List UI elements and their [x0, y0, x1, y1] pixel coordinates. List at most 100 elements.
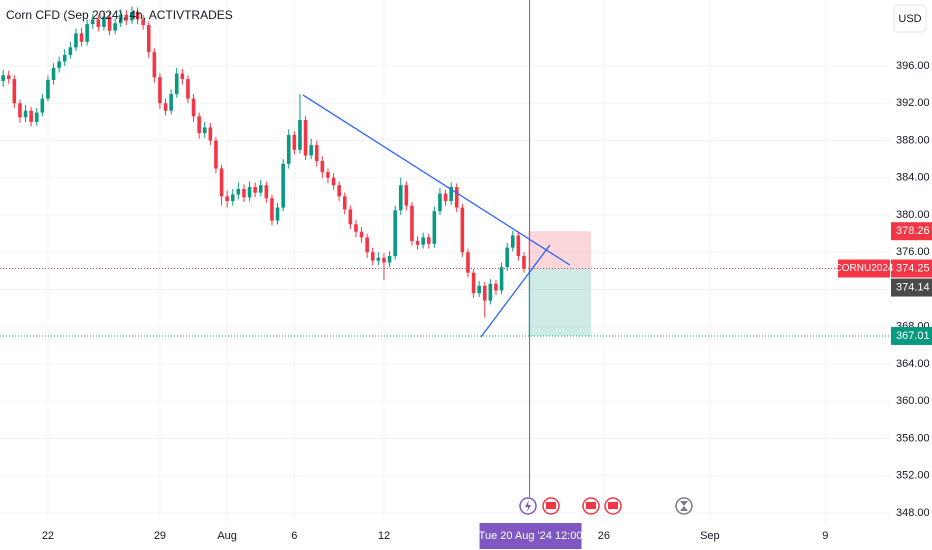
event-icon[interactable]	[675, 497, 693, 515]
candle-body	[314, 145, 319, 161]
candle-body	[387, 255, 392, 263]
y-tick-label: 352.00	[896, 470, 930, 482]
candle-body	[6, 75, 11, 80]
x-tick-label: 22	[42, 530, 54, 542]
candle-body	[309, 145, 313, 156]
candle-body	[29, 110, 33, 122]
chart-title: Corn CFD (Sep 2024), 4h, ACTIVTRADES	[6, 8, 233, 22]
candle-body	[320, 160, 325, 173]
candle-body	[135, 12, 140, 20]
y-tick-label: 388.00	[896, 134, 930, 146]
candle-body	[516, 235, 521, 256]
x-tick-label: Aug	[217, 530, 237, 542]
candle-body	[18, 103, 22, 118]
candle-body	[482, 285, 487, 301]
candle-body	[40, 98, 45, 113]
symbol-label: CORNU2024	[835, 263, 894, 274]
candle-body	[158, 77, 162, 104]
candle-body	[141, 19, 145, 26]
candle-body	[74, 33, 78, 48]
candle-body	[169, 93, 173, 111]
crosshair-label-box	[479, 523, 582, 549]
candle-body	[242, 188, 246, 198]
price-label-box	[891, 259, 932, 278]
candle-body	[12, 79, 17, 104]
candle-body	[23, 110, 28, 118]
candle-body	[130, 12, 134, 21]
candle-body	[426, 237, 431, 244]
price-label: 367.01	[896, 330, 930, 342]
x-tick-label: 26	[598, 530, 610, 542]
candle-body	[365, 237, 369, 253]
candle-body	[197, 116, 201, 134]
candle-body	[410, 205, 414, 242]
y-tick-label: 384.00	[896, 172, 930, 184]
candle-body	[57, 61, 61, 68]
candle-body	[113, 23, 117, 31]
candle-body	[208, 127, 213, 141]
candle-body	[438, 193, 442, 212]
candle-body	[264, 185, 269, 199]
y-tick-label: 360.00	[896, 395, 930, 407]
candle-body	[62, 54, 67, 62]
candle-body	[393, 210, 397, 256]
candle-body	[326, 172, 330, 178]
candle-body	[494, 283, 498, 291]
candle-body	[449, 187, 453, 202]
candle-body	[488, 283, 493, 301]
y-tick-label: 364.00	[896, 358, 930, 370]
candle-body	[230, 194, 235, 202]
candle-body	[421, 237, 425, 245]
y-tick-label: 348.00	[896, 507, 930, 519]
candle-body	[348, 209, 353, 225]
plot-layer	[0, 6, 890, 338]
candle-body	[107, 16, 112, 31]
candle-body	[466, 252, 470, 273]
candle-body	[225, 196, 229, 202]
candle-body	[499, 267, 504, 291]
y-tick-label: 356.00	[896, 432, 930, 444]
candle-body	[275, 207, 280, 221]
candle-body	[432, 211, 437, 244]
x-tick-label: 29	[154, 530, 166, 542]
candle-body	[202, 127, 207, 134]
candle-body	[163, 103, 168, 111]
price-label: 374.14	[896, 281, 930, 293]
symbol-label-box	[838, 259, 890, 278]
candle-body	[186, 79, 190, 99]
candle-body	[331, 177, 336, 186]
candle-body	[505, 247, 509, 268]
candle-body	[354, 224, 358, 232]
candle-body	[90, 19, 95, 25]
candle-body	[68, 47, 73, 55]
candle-body	[415, 241, 420, 245]
candle-body	[460, 207, 465, 253]
candle-body	[443, 193, 448, 202]
stop-zone	[527, 231, 591, 269]
event-icons[interactable]	[519, 497, 693, 515]
candle-body	[370, 252, 375, 261]
candle-body	[359, 231, 364, 238]
x-tick-label: 12	[378, 530, 390, 542]
candle-body	[376, 257, 381, 261]
crosshair-label: Tue 20 Aug '24 12:00	[479, 530, 583, 542]
candle-body	[477, 285, 481, 294]
currency-button[interactable]	[893, 4, 927, 33]
candle-body	[96, 19, 101, 27]
candle-body	[118, 14, 123, 24]
candle-body	[34, 112, 39, 122]
candle-body	[219, 168, 224, 197]
trendline	[480, 244, 551, 338]
hourglass	[680, 501, 688, 511]
candle-body	[454, 187, 459, 208]
candle-body	[146, 25, 151, 53]
currency: USD	[898, 13, 921, 25]
candle-body	[46, 79, 50, 99]
candle-body	[298, 120, 302, 150]
price-label: 374.25	[896, 262, 930, 274]
flag	[608, 502, 618, 509]
target-zone	[527, 268, 591, 336]
candle-body	[102, 16, 106, 27]
candle-body	[281, 163, 285, 208]
